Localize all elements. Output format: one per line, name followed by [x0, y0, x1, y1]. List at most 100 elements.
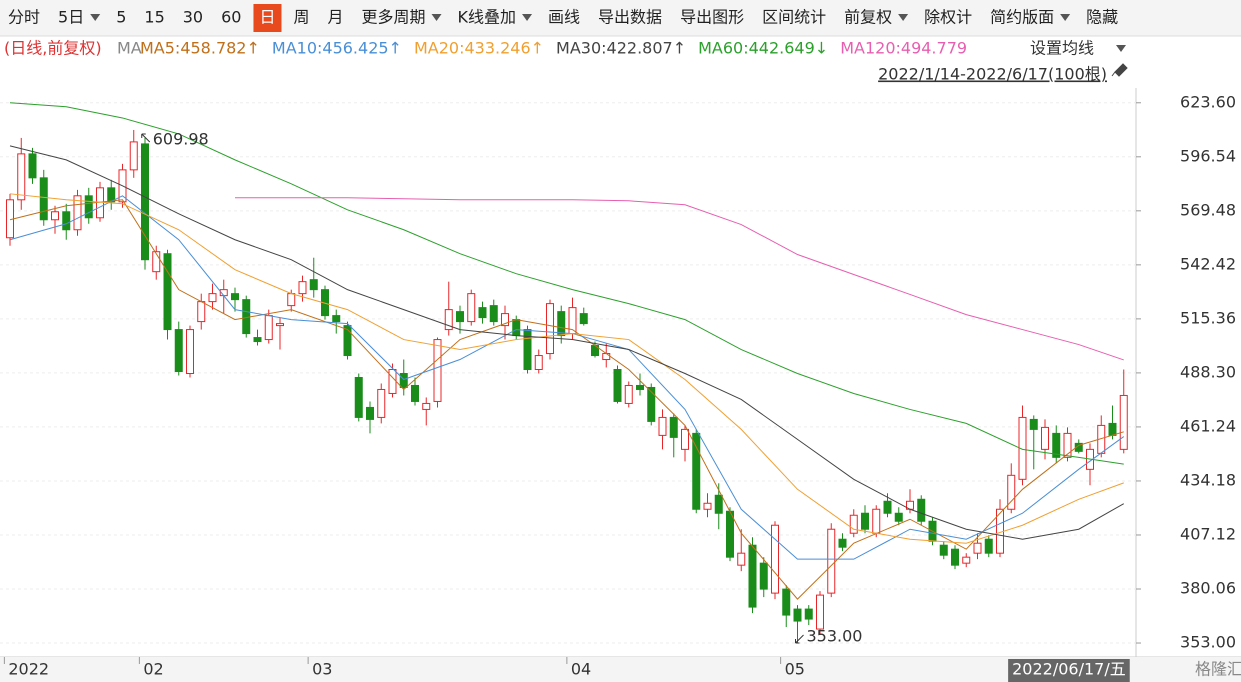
candle-body	[557, 311, 566, 337]
candle-body	[883, 500, 892, 514]
legend-entry: MA120:494.779	[840, 39, 967, 58]
high-label: 609.98	[153, 129, 209, 148]
candle-body	[872, 508, 881, 534]
candle-body	[422, 402, 431, 410]
candle-body	[669, 416, 678, 438]
y-tick-label: 623.60	[1180, 92, 1236, 111]
candle-body	[748, 544, 757, 608]
candle-body	[782, 588, 791, 616]
active-tab	[253, 4, 282, 32]
candle-body	[939, 544, 948, 556]
candle-body	[399, 372, 408, 388]
dropdown-icon	[522, 14, 533, 21]
y-tick-label: 542.42	[1180, 254, 1236, 273]
toolbar-item[interactable]: 周	[293, 8, 309, 27]
candle-body	[298, 281, 307, 295]
ma-line	[9, 199, 1124, 600]
toolbar-item[interactable]: 除权计	[924, 8, 972, 27]
toolbar-item[interactable]: 画线	[548, 8, 580, 27]
toolbar-item[interactable]: 区间统计	[762, 8, 826, 27]
toolbar-item[interactable]: 30	[183, 8, 203, 27]
candle-body	[523, 329, 532, 371]
legend-entry: MA60:442.649↓	[698, 39, 828, 58]
toolbar-item[interactable]: 导出图形	[680, 8, 744, 27]
candle-body	[838, 538, 847, 548]
candle-body	[197, 301, 206, 323]
toolbar-item[interactable]: 隐藏	[1086, 8, 1118, 27]
toolbar-item[interactable]: 前复权	[844, 8, 892, 27]
candle-body	[276, 323, 284, 327]
toolbar-item[interactable]: 15	[144, 8, 164, 27]
candle-body	[388, 369, 397, 394]
ma-settings[interactable]: 设置均线	[1030, 39, 1094, 58]
candle-body	[624, 384, 633, 404]
candle-body	[816, 594, 824, 630]
y-tick-label: 488.30	[1180, 362, 1236, 381]
candle-body	[804, 608, 813, 620]
ma-line	[9, 193, 1124, 544]
x-tick-label: 05	[785, 660, 805, 679]
candle-body	[73, 195, 82, 231]
toolbar-item[interactable]: 月	[328, 8, 344, 27]
toolbar-item[interactable]: 5	[116, 8, 126, 27]
candle-body	[681, 428, 689, 450]
candle-body	[354, 376, 363, 418]
candle-body	[546, 303, 554, 355]
low-label: 353.00	[807, 627, 863, 646]
candle-body	[1041, 426, 1049, 450]
candle-body	[771, 524, 779, 594]
candle-body	[377, 388, 386, 418]
candle-body	[602, 353, 611, 361]
candle-body	[579, 313, 588, 325]
y-tick-label: 380.06	[1180, 578, 1236, 597]
y-tick-label: 515.36	[1180, 308, 1236, 327]
toolbar-item[interactable]: 导出数据	[598, 8, 662, 27]
candle-body	[129, 141, 138, 171]
toolbar-item[interactable]: 日	[259, 8, 275, 27]
candle-body	[613, 369, 622, 402]
pin-icon[interactable]	[1111, 63, 1128, 77]
toolbar-item[interactable]: 60	[221, 8, 241, 27]
candle-body	[534, 355, 543, 371]
candle-body	[647, 386, 656, 422]
toolbar-item[interactable]: 简约版面	[990, 8, 1054, 27]
y-tick-label: 353.00	[1180, 633, 1236, 652]
candle-body	[984, 538, 993, 554]
candle-body	[163, 253, 172, 331]
candle-body	[793, 608, 802, 622]
candle-body	[208, 293, 217, 303]
x-tick-label: 02	[143, 660, 163, 679]
candle-body	[287, 293, 296, 307]
candle-body	[444, 309, 453, 331]
candle-body	[512, 319, 521, 337]
candle-body	[1063, 432, 1072, 458]
candle-body	[433, 339, 442, 402]
candle-body	[343, 325, 352, 357]
y-tick-label: 434.18	[1180, 470, 1236, 489]
candle-body	[726, 510, 734, 558]
candle-body	[51, 211, 59, 221]
toolbar-item[interactable]: 5日	[58, 8, 84, 27]
dropdown-icon	[90, 14, 101, 21]
ma-line	[9, 145, 1124, 540]
candle-body	[501, 313, 509, 327]
candle-body	[62, 211, 71, 231]
legend-entry: MA5:458.782↑	[140, 39, 260, 58]
plot	[0, 102, 1136, 644]
toolbar-item[interactable]: K线叠加	[458, 8, 517, 27]
candle-body	[411, 384, 419, 402]
candle-body	[231, 293, 239, 301]
candle-body	[973, 542, 982, 554]
y-tick-label: 407.12	[1180, 524, 1236, 543]
candle-body	[1119, 394, 1128, 450]
candle-body	[489, 305, 498, 323]
ma-label: MA	[117, 39, 142, 58]
candle-body	[962, 556, 971, 564]
candle-body	[264, 315, 273, 341]
toolbar-item[interactable]: 分时	[8, 8, 40, 27]
toolbar-item[interactable]: 更多周期	[362, 8, 426, 27]
candle-body	[84, 195, 93, 219]
legend-entry: MA20:433.246↑	[414, 39, 544, 58]
